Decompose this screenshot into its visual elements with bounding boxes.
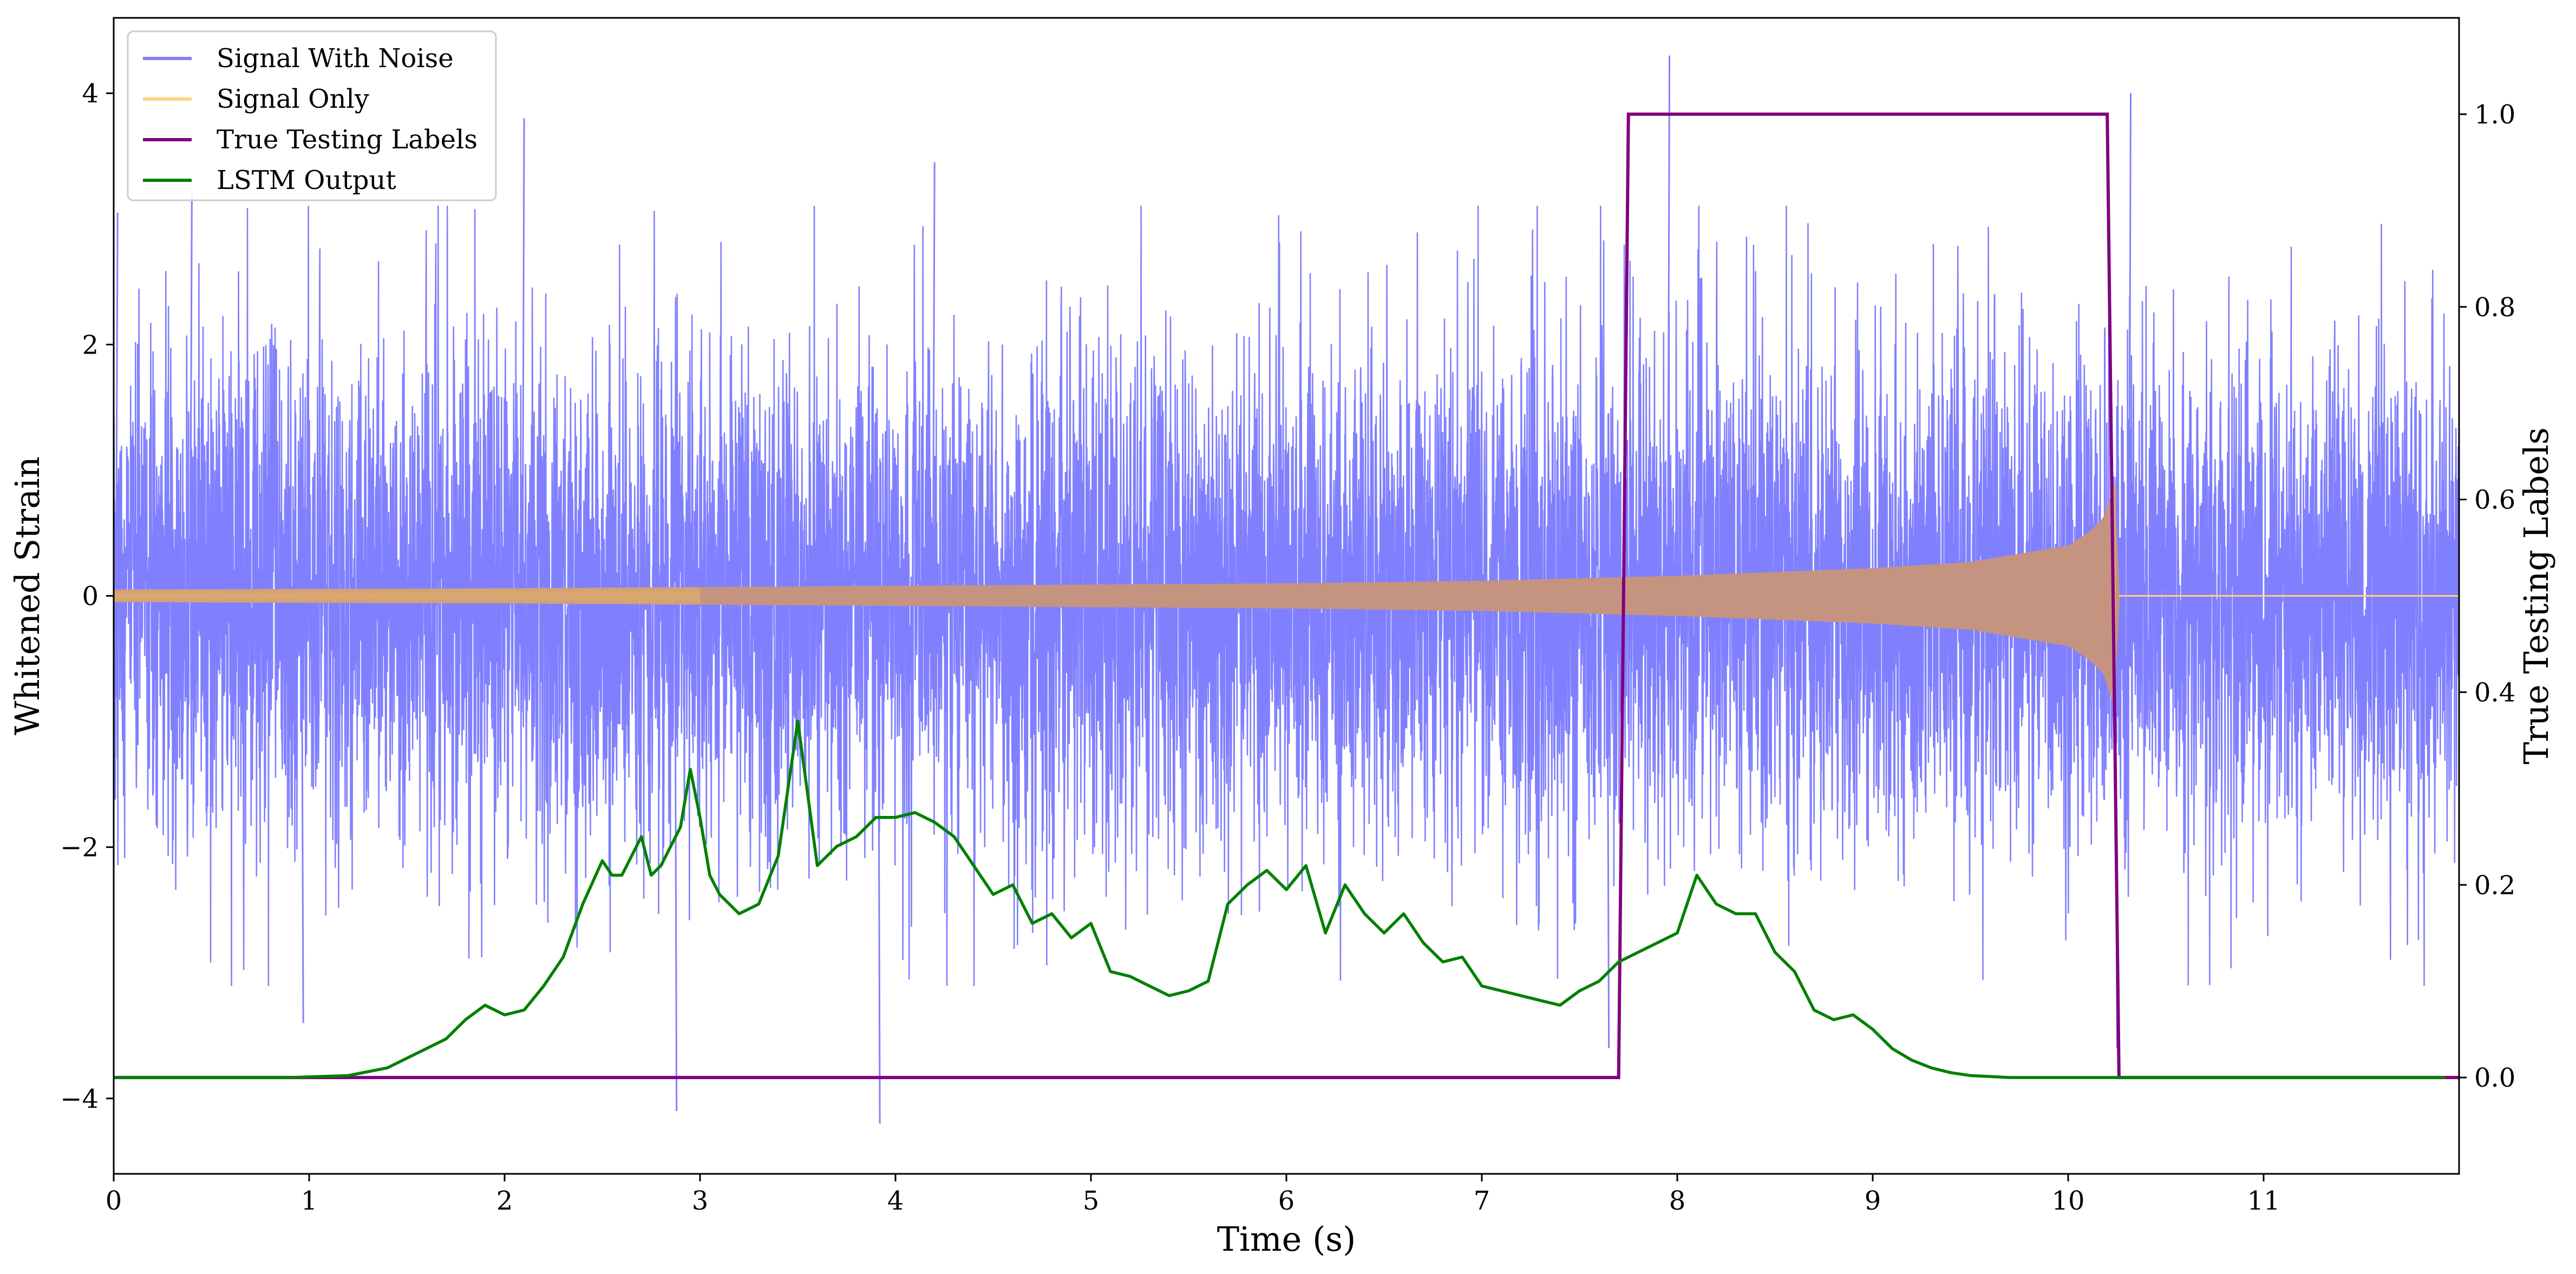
y2-tick-label: 0.4	[2474, 677, 2515, 708]
noise-trace	[114, 205, 2459, 986]
y2-tick-label: 0.2	[2474, 870, 2515, 900]
noise-spike	[115, 212, 119, 596]
legend: Signal With Noise Signal Only True Testing…	[127, 30, 497, 201]
y2-tick-label: 0.8	[2474, 292, 2515, 323]
x-tick-label: 10	[2051, 1186, 2084, 1216]
noise-spike	[1667, 55, 1671, 596]
x-tick-label: 9	[1865, 1186, 1881, 1216]
noise-spike	[521, 118, 525, 596]
y-tick-label: −2	[60, 833, 99, 863]
noise-spike	[674, 596, 678, 1111]
x-tick-label: 0	[106, 1186, 122, 1216]
y-axis-title: Whitened Strain	[8, 456, 47, 735]
y-tick-label: 4	[82, 79, 99, 109]
legend-entry: LSTM Output	[217, 165, 396, 195]
x-tick-label: 5	[1083, 1186, 1100, 1216]
noise-spike	[932, 162, 936, 596]
noise-spike	[2128, 93, 2132, 596]
legend-entry: Signal Only	[217, 84, 369, 114]
legend-entry: True Testing Labels	[217, 125, 478, 155]
x-axis: 0 1 2 3 4 5 6 7 8 9 10 11	[106, 1174, 2280, 1216]
y-axis-left: −4 −2 0 2 4	[60, 79, 114, 1114]
x-tick-label: 8	[1669, 1186, 1686, 1216]
noise-spike	[877, 596, 881, 1124]
signal-envelope-fill	[114, 484, 2459, 708]
noise-spike	[189, 193, 193, 596]
signal-oscillation	[114, 587, 701, 605]
noise-spike	[300, 596, 304, 1023]
y2-tick-label: 0.6	[2474, 485, 2515, 515]
y-tick-label: 2	[82, 330, 99, 360]
lstm-line	[114, 720, 2446, 1079]
y2-tick-label: 0.0	[2474, 1063, 2515, 1093]
x-tick-label: 6	[1278, 1186, 1295, 1216]
lstm-output-series	[114, 720, 2446, 1079]
x-axis-title: Time (s)	[1217, 1219, 1356, 1259]
x-tick-label: 2	[496, 1186, 513, 1216]
legend-box	[127, 30, 497, 201]
x-tick-label: 7	[1474, 1186, 1490, 1216]
x-tick-label: 3	[692, 1186, 709, 1216]
legend-entry: Signal With Noise	[217, 43, 454, 74]
x-tick-label: 1	[301, 1186, 318, 1216]
y2-axis-title: True Testing Labels	[2516, 427, 2556, 765]
x-tick-label: 11	[2247, 1186, 2280, 1216]
y2-tick-label: 1.0	[2474, 100, 2515, 130]
x-tick-label: 4	[887, 1186, 904, 1216]
y-tick-label: 0	[82, 582, 99, 612]
y-tick-label: −4	[60, 1084, 99, 1114]
y-axis-right: 0.0 0.2 0.4 0.6 0.8 1.0	[2459, 100, 2515, 1093]
